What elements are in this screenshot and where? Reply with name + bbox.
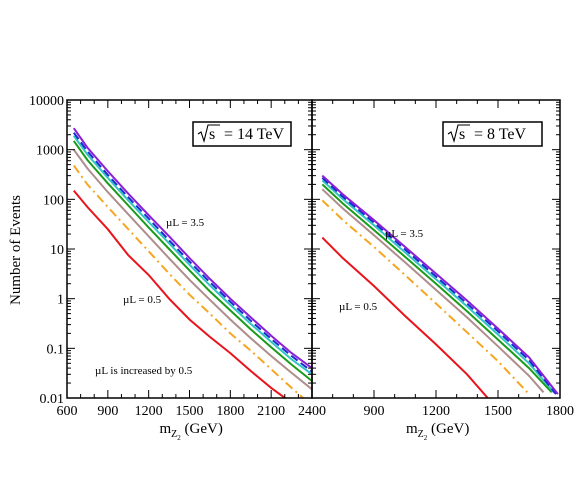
energy-label: = 14 TeV bbox=[224, 126, 284, 143]
y-axis-title: Number of Events bbox=[8, 195, 24, 305]
x-tick-label: 1200 bbox=[422, 404, 450, 419]
energy-sqrt-arg: s bbox=[209, 126, 215, 143]
y-tick-label: 1 bbox=[57, 293, 64, 308]
series-line-1 bbox=[72, 164, 305, 398]
x-tick-label: 1500 bbox=[176, 404, 204, 419]
x-tick-label: 900 bbox=[97, 404, 118, 419]
panel-8tev: 900 1200 1500 1800 mZ2 (GeV) s = 8 TeV µL = 3.5… bbox=[311, 99, 574, 442]
series-line-3 bbox=[72, 140, 312, 382]
annotation-2: µL is increased by 0.5 bbox=[95, 365, 193, 377]
x-tick-label: 900 bbox=[364, 404, 385, 419]
energy-label-box bbox=[442, 121, 543, 147]
y-tick-label: 1000 bbox=[36, 144, 64, 159]
series-line-3 bbox=[321, 183, 553, 393]
series-group bbox=[72, 127, 312, 398]
x-tick-label: 600 bbox=[57, 404, 78, 419]
y-tick-label: 10000 bbox=[29, 94, 64, 109]
series-line-5 bbox=[321, 177, 557, 395]
series-line-6 bbox=[321, 174, 559, 395]
series-line-6 bbox=[72, 127, 312, 369]
x-tick-label: 2100 bbox=[257, 404, 285, 419]
series-line-2 bbox=[72, 149, 312, 391]
y-tick-label: 0.1 bbox=[47, 342, 65, 357]
series-line-2 bbox=[321, 188, 545, 393]
y-tick-label: 100 bbox=[43, 193, 64, 208]
x-tick-label: 1500 bbox=[484, 404, 512, 419]
y-tick-label: 10 bbox=[50, 243, 64, 258]
annotation-1: µL = 0.5 bbox=[339, 301, 378, 313]
x-tick-label: 1200 bbox=[135, 404, 163, 419]
x-tick-label: 1800 bbox=[546, 404, 574, 419]
energy-label-box bbox=[192, 121, 292, 147]
annotation-0: µL = 3.5 bbox=[385, 228, 424, 240]
series-line-4 bbox=[321, 179, 555, 393]
x-tick-label: 1800 bbox=[216, 404, 244, 419]
x-axis-title: mZ2 (GeV) bbox=[160, 421, 223, 442]
series-line-0 bbox=[321, 236, 489, 398]
series-line-0 bbox=[73, 189, 287, 398]
energy-label: = 8 TeV bbox=[474, 126, 526, 143]
series-line-4 bbox=[72, 135, 312, 376]
annotation-1: µL = 0.5 bbox=[123, 294, 162, 306]
x-axis-title: mZ2 (GeV) bbox=[406, 421, 469, 442]
x-tick-label: 2400 bbox=[298, 404, 326, 419]
annotation-0: µL = 3.5 bbox=[166, 217, 205, 229]
series-line-5 bbox=[72, 132, 312, 373]
energy-sqrt-arg: s bbox=[459, 126, 465, 143]
series-group bbox=[321, 174, 559, 398]
sqrt-sign bbox=[447, 124, 470, 143]
y-tick-label: 0.01 bbox=[40, 392, 65, 407]
panel-14tev: 600 900 1200 1500 1800 2100 2400 0.01 0.1 1 10 100 1… bbox=[29, 94, 326, 442]
sqrt-sign bbox=[197, 124, 220, 143]
series-line-1 bbox=[321, 199, 530, 395]
